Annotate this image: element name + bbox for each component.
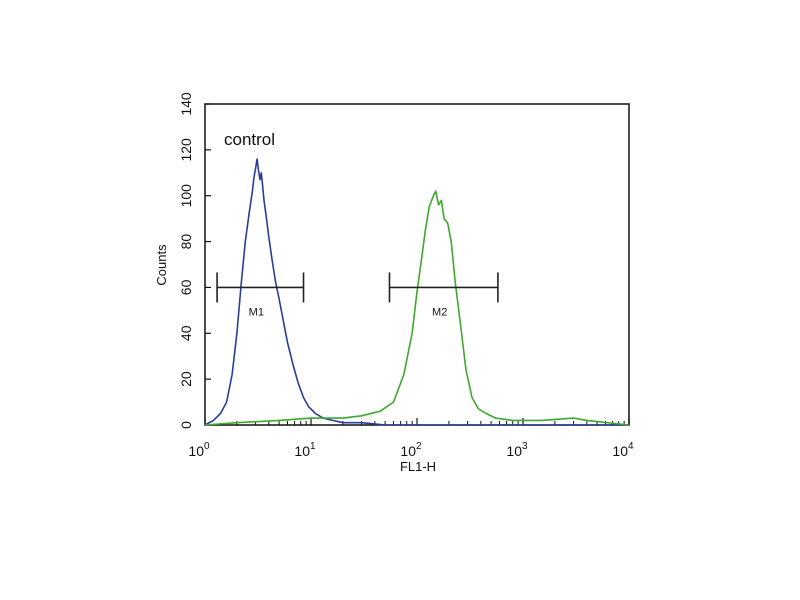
x-axis: 100 101 102 103 104	[188, 418, 634, 459]
x-tick-label-1: 101	[294, 441, 316, 459]
x-axis-title: FL1-H	[400, 459, 436, 474]
y-axis-title: Counts	[154, 244, 169, 286]
x-tick-label-exp-1: 1	[310, 441, 316, 452]
y-tick-label-6: 120	[178, 138, 194, 162]
y-tick-label-2: 40	[178, 325, 194, 341]
series-layer	[204, 158, 630, 426]
x-tick-label-exp-3: 3	[522, 441, 528, 452]
x-tick-label-0: 100	[188, 441, 210, 459]
series-line-1	[204, 158, 629, 426]
y-tick-label-7: 140	[178, 92, 194, 116]
marker-m2: M2	[388, 272, 499, 318]
x-tick-label-2: 102	[400, 441, 422, 459]
x-tick-label-3: 103	[506, 441, 528, 459]
y-axis: 0 20 40 60 80 100 120 140	[178, 92, 211, 429]
y-tick-label-4: 80	[178, 234, 194, 250]
y-tick-label-1: 20	[178, 371, 194, 387]
marker-label-m1: M1	[249, 306, 264, 318]
y-tick-label-3: 60	[178, 279, 194, 295]
series-line-2	[204, 190, 630, 426]
x-tick-label-exp-4: 4	[628, 441, 634, 452]
x-tick-label-exp-0: 0	[204, 441, 210, 452]
marker-label-m2: M2	[432, 306, 447, 318]
marker-m1: M1	[216, 272, 305, 318]
x-tick-label-4: 104	[612, 441, 634, 459]
plot-frame	[204, 103, 630, 426]
x-tick-label-exp-2: 2	[416, 441, 422, 452]
marker-layer: M1 M2	[216, 272, 499, 318]
annotation-control: control	[224, 130, 275, 149]
y-tick-label-0: 0	[178, 421, 194, 429]
y-tick-label-5: 100	[178, 184, 194, 208]
